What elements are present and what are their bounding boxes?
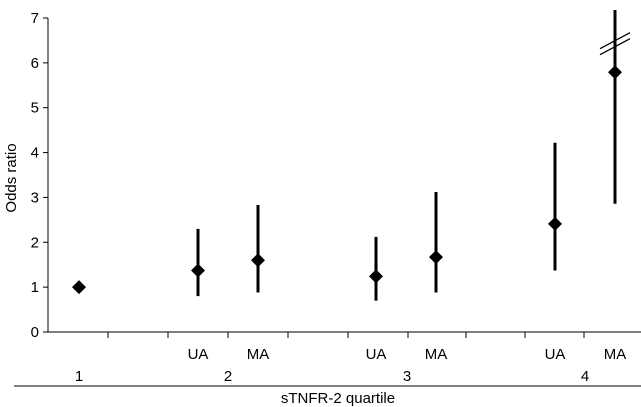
quartile-labels: 1 2 3 4 (75, 368, 589, 385)
odds-ratio-marker (548, 216, 562, 231)
odds-ratio-marker (191, 263, 205, 278)
y-tick-label: 3 (31, 189, 39, 206)
odds-ratio-marker (369, 269, 383, 284)
quartile-label: 3 (403, 368, 411, 385)
odds-ratio-marker (251, 253, 265, 268)
category-label: UA (188, 346, 209, 363)
y-tick-label: 1 (31, 279, 39, 296)
x-axis (48, 331, 641, 338)
y-tick-label: 2 (31, 234, 39, 251)
axis-break-mark (599, 38, 631, 56)
y-tick-label: 4 (31, 145, 39, 162)
odds-ratio-marker (429, 250, 443, 265)
y-axis: 0 1 2 3 4 5 6 7 (31, 10, 49, 341)
axis-break-mark (599, 32, 631, 50)
odds-ratio-marker (608, 65, 622, 80)
category-label: MA (604, 346, 627, 363)
x-axis-title: sTNFR-2 quartile (281, 390, 395, 407)
quartile-label: 4 (581, 368, 589, 385)
category-label: UA (366, 346, 387, 363)
category-labels: UA MA UA MA UA MA (188, 346, 627, 363)
y-tick-label: 7 (31, 10, 39, 27)
odds-ratio-marker (72, 280, 86, 295)
category-label: MA (425, 346, 448, 363)
category-label: UA (545, 346, 566, 363)
quartile-label: 1 (75, 368, 83, 385)
category-label: MA (247, 346, 270, 363)
odds-ratio-markers (72, 65, 622, 295)
y-tick-label: 5 (31, 100, 39, 117)
confidence-interval-bars (196, 10, 631, 301)
y-axis-title: Odds ratio (3, 143, 20, 212)
y-tick-label: 6 (31, 55, 39, 72)
quartile-label: 2 (224, 368, 232, 385)
y-tick-label: 0 (31, 324, 39, 341)
